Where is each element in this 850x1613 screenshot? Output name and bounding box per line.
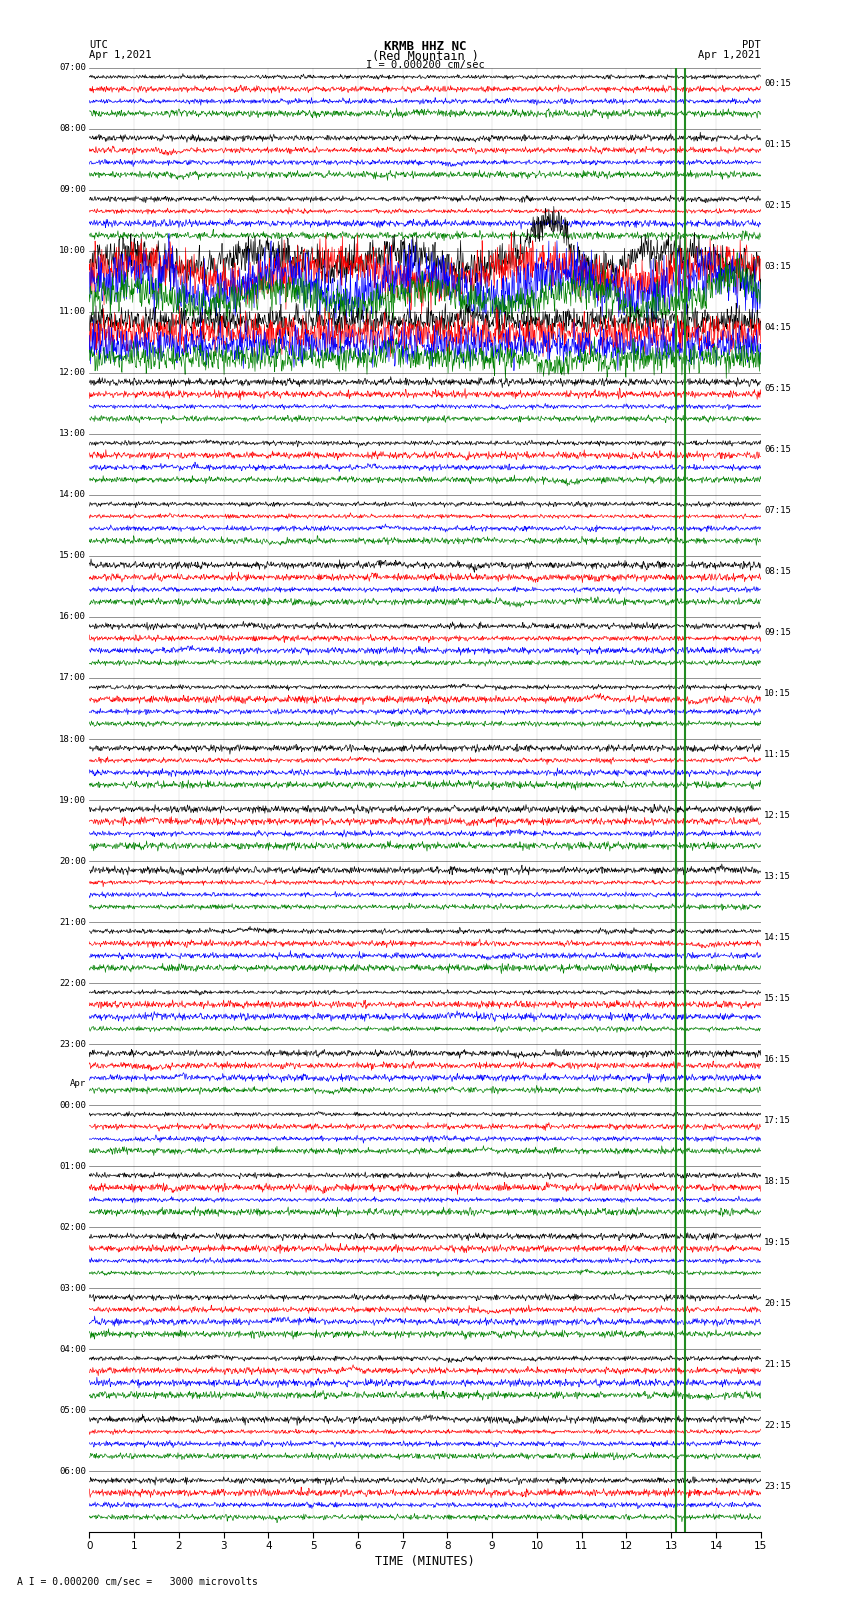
Text: 11:00: 11:00 bbox=[59, 308, 86, 316]
Text: 10:00: 10:00 bbox=[59, 247, 86, 255]
Text: 22:15: 22:15 bbox=[764, 1421, 791, 1431]
Text: 05:15: 05:15 bbox=[764, 384, 791, 392]
Text: 21:15: 21:15 bbox=[764, 1360, 791, 1369]
Text: 03:15: 03:15 bbox=[764, 261, 791, 271]
Text: PDT: PDT bbox=[742, 40, 761, 50]
Text: 10:15: 10:15 bbox=[764, 689, 791, 698]
Text: A I = 0.000200 cm/sec =   3000 microvolts: A I = 0.000200 cm/sec = 3000 microvolts bbox=[17, 1578, 258, 1587]
Text: 20:00: 20:00 bbox=[59, 857, 86, 866]
X-axis label: TIME (MINUTES): TIME (MINUTES) bbox=[375, 1555, 475, 1568]
Text: 07:15: 07:15 bbox=[764, 506, 791, 515]
Text: 20:15: 20:15 bbox=[764, 1298, 791, 1308]
Text: 12:15: 12:15 bbox=[764, 811, 791, 819]
Text: UTC: UTC bbox=[89, 40, 108, 50]
Text: 08:00: 08:00 bbox=[59, 124, 86, 134]
Text: 02:00: 02:00 bbox=[59, 1223, 86, 1232]
Text: 19:00: 19:00 bbox=[59, 795, 86, 805]
Text: 18:15: 18:15 bbox=[764, 1177, 791, 1186]
Text: 01:00: 01:00 bbox=[59, 1161, 86, 1171]
Text: 02:15: 02:15 bbox=[764, 200, 791, 210]
Text: 08:15: 08:15 bbox=[764, 566, 791, 576]
Text: 23:00: 23:00 bbox=[59, 1040, 86, 1048]
Text: 09:00: 09:00 bbox=[59, 185, 86, 194]
Text: 18:00: 18:00 bbox=[59, 734, 86, 744]
Text: 19:15: 19:15 bbox=[764, 1239, 791, 1247]
Text: 12:00: 12:00 bbox=[59, 368, 86, 377]
Text: 07:00: 07:00 bbox=[59, 63, 86, 73]
Text: 09:15: 09:15 bbox=[764, 627, 791, 637]
Text: I = 0.000200 cm/sec: I = 0.000200 cm/sec bbox=[366, 60, 484, 69]
Text: 00:15: 00:15 bbox=[764, 79, 791, 87]
Text: 01:15: 01:15 bbox=[764, 140, 791, 148]
Text: 11:15: 11:15 bbox=[764, 750, 791, 758]
Text: 15:00: 15:00 bbox=[59, 552, 86, 560]
Text: Apr 1,2021: Apr 1,2021 bbox=[698, 50, 761, 60]
Text: 21:00: 21:00 bbox=[59, 918, 86, 926]
Text: 13:15: 13:15 bbox=[764, 873, 791, 881]
Text: Apr: Apr bbox=[70, 1079, 86, 1089]
Text: 22:00: 22:00 bbox=[59, 979, 86, 987]
Text: (Red Mountain ): (Red Mountain ) bbox=[371, 50, 479, 63]
Text: 04:00: 04:00 bbox=[59, 1345, 86, 1353]
Text: 14:15: 14:15 bbox=[764, 932, 791, 942]
Text: 13:00: 13:00 bbox=[59, 429, 86, 439]
Text: 16:00: 16:00 bbox=[59, 613, 86, 621]
Text: 06:15: 06:15 bbox=[764, 445, 791, 453]
Text: KRMB HHZ NC: KRMB HHZ NC bbox=[383, 40, 467, 53]
Text: 00:00: 00:00 bbox=[59, 1100, 86, 1110]
Text: 04:15: 04:15 bbox=[764, 323, 791, 332]
Text: 23:15: 23:15 bbox=[764, 1482, 791, 1490]
Text: 06:00: 06:00 bbox=[59, 1466, 86, 1476]
Text: 17:00: 17:00 bbox=[59, 674, 86, 682]
Text: 15:15: 15:15 bbox=[764, 994, 791, 1003]
Text: 16:15: 16:15 bbox=[764, 1055, 791, 1065]
Text: 03:00: 03:00 bbox=[59, 1284, 86, 1292]
Text: Apr 1,2021: Apr 1,2021 bbox=[89, 50, 152, 60]
Text: 17:15: 17:15 bbox=[764, 1116, 791, 1124]
Text: 14:00: 14:00 bbox=[59, 490, 86, 500]
Text: 05:00: 05:00 bbox=[59, 1407, 86, 1415]
